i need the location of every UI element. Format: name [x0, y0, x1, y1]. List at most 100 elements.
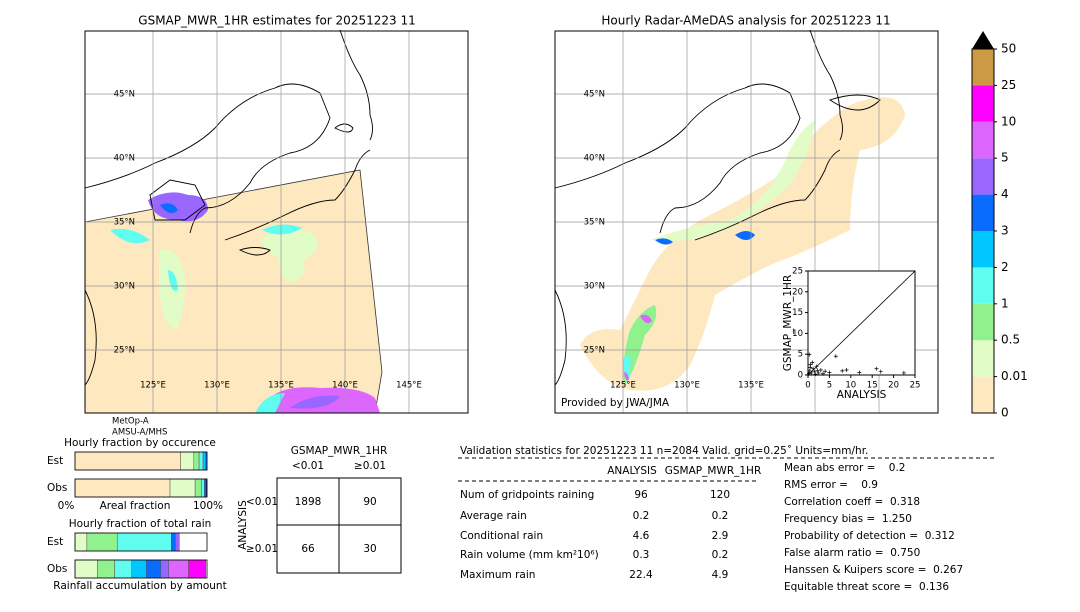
x-tick-label: 25: [910, 381, 921, 391]
diagonal: [807, 270, 916, 376]
colorbar-label: 50: [1001, 42, 1016, 56]
score: Frequency bias = 1.250: [784, 513, 912, 525]
scatter-point: [840, 368, 845, 373]
rain-area: [735, 231, 755, 240]
row-title: ANALYSIS: [237, 500, 249, 550]
fraction-segment: [188, 559, 206, 579]
scatter-point: [816, 370, 821, 375]
score: RMS error = 0.9: [784, 479, 878, 491]
x-tick-label: 10: [845, 381, 856, 391]
fraction-segment: [201, 478, 205, 498]
panel-title: Hourly fraction of total rain: [69, 518, 212, 530]
scatter-point: [810, 360, 815, 365]
fraction-segment: [74, 451, 181, 471]
stat-value: 4.9: [712, 569, 729, 581]
bar-frame: [74, 478, 208, 498]
lat-label: 35°N: [584, 218, 605, 228]
colorbar-band: [972, 194, 994, 231]
fraction-segment: [74, 478, 171, 498]
map-frame: [554, 30, 939, 414]
fraction-segment: [175, 532, 180, 552]
satellite-label: MetOp-A: [112, 417, 149, 427]
lat-label: 45°N: [584, 90, 605, 100]
table-cell: 66: [301, 543, 315, 555]
rain-area: [255, 393, 285, 413]
table-title: GSMAP_MWR_1HR: [291, 445, 387, 457]
fraction-segment: [180, 451, 195, 471]
colorbar-extend: [972, 31, 994, 49]
axis-label: 0%: [58, 500, 75, 512]
lat-label: 30°N: [114, 282, 135, 292]
panel-title: Hourly fraction by occurence: [64, 437, 216, 449]
scatter-point: [813, 372, 818, 377]
map-title: GSMAP_MWR_1HR estimates for 20251223 11: [138, 14, 415, 28]
scatter-point: [878, 369, 883, 374]
score: Mean abs error = 0.2: [784, 462, 905, 474]
bar-frame: [74, 451, 208, 471]
lat-label: 25°N: [114, 346, 135, 356]
lat-label: 40°N: [114, 154, 135, 164]
colorbar-band: [972, 231, 994, 268]
row-label: ≥0.01: [246, 543, 278, 555]
lon-label: 130°E: [674, 381, 700, 391]
rain-area: [624, 372, 629, 381]
scatter-point: [808, 365, 813, 370]
x-axis-label: ANALYSIS: [837, 389, 887, 401]
coastline: [554, 29, 881, 386]
fraction-segment: [97, 559, 115, 579]
fraction-segment: [198, 451, 204, 471]
axis-label: Rainfall accumulation by amount: [53, 580, 226, 592]
bar-frame: [74, 559, 208, 579]
lon-label: 135°E: [268, 381, 294, 391]
colorbar-band: [972, 340, 994, 377]
table-cell: 90: [363, 496, 376, 508]
scatter-point: [844, 368, 849, 373]
rain-area: [290, 395, 340, 409]
y-tick-label: 10: [792, 329, 803, 339]
scatter-point: [901, 370, 906, 375]
colorbar-band: [972, 49, 994, 86]
scatter-point: [820, 371, 825, 376]
lon-label: 145°E: [396, 381, 422, 391]
y-tick-label: 0: [798, 371, 803, 381]
colorbar-band: [972, 85, 994, 122]
fraction-segment: [131, 559, 147, 579]
stat-label: Average rain: [460, 510, 527, 522]
axis-label: Areal fraction: [100, 500, 171, 512]
table-cell: 1898: [295, 496, 322, 508]
stat-value: 0.3: [633, 549, 650, 561]
scatter-point: [809, 370, 814, 375]
fraction-segment: [86, 532, 118, 552]
rain-area: [159, 249, 185, 330]
rain-area: [650, 120, 815, 242]
fraction-segment: [169, 478, 196, 498]
fraction-segment: [116, 532, 172, 552]
stat-value: 96: [634, 489, 648, 501]
rain-area: [623, 305, 657, 385]
y-axis-label: GSMAP_MWR_1HR: [782, 275, 794, 371]
fraction-segment: [168, 559, 189, 579]
stat-label: Conditional rain: [460, 530, 543, 542]
fraction-segment: [114, 559, 133, 579]
score: Correlation coeff = 0.318: [784, 496, 920, 508]
fraction-segment: [202, 451, 206, 471]
row-label: Est: [47, 536, 63, 548]
credit: Provided by JWA/JMA: [561, 397, 670, 409]
fraction-segment: [193, 451, 200, 471]
y-tick-label: 15: [792, 308, 803, 318]
rain-area: [655, 238, 673, 245]
score: Equitable threat score = 0.136: [784, 581, 949, 593]
x-tick-label: 20: [888, 381, 899, 391]
scatter-point: [857, 370, 862, 375]
scatter-point: [808, 362, 813, 367]
fraction-segment: [171, 532, 176, 552]
scatter-point: [812, 369, 817, 374]
scatter-point: [814, 364, 819, 369]
row-label: Est: [47, 455, 63, 467]
colorbar-label: 0.01: [1001, 369, 1028, 383]
lat-label: 45°N: [114, 90, 135, 100]
scatter-point: [818, 368, 823, 373]
colorbar-label: 0.5: [1001, 333, 1020, 347]
colorbar-label: 0: [1001, 406, 1009, 420]
rain-area: [168, 270, 178, 291]
